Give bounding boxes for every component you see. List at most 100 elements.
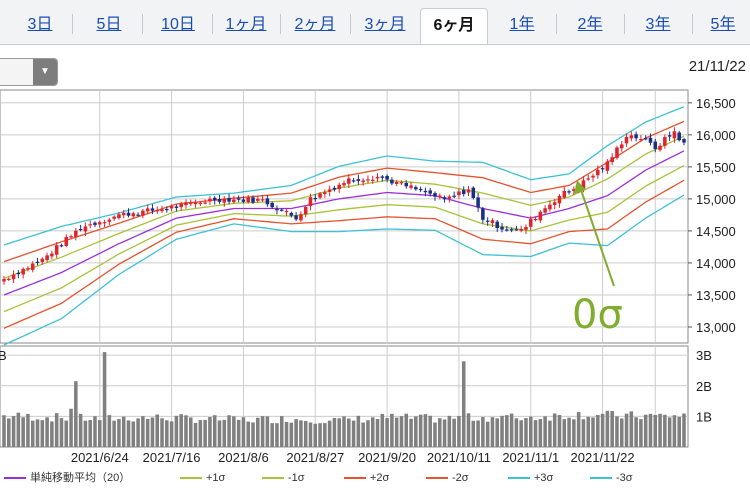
tab-5-days[interactable]: 5日 — [96, 16, 122, 33]
volume-bar — [615, 416, 619, 447]
candle-body — [102, 222, 107, 224]
volume-bar — [337, 418, 341, 447]
volume-bar — [179, 414, 183, 447]
date-tick-label: 2021/8/27 — [286, 450, 344, 465]
minus-2-sigma-line — [3, 179, 685, 329]
tab-1-year[interactable]: 1年 — [509, 16, 535, 33]
candle-body — [126, 212, 131, 216]
plus-2-sigma-line — [3, 120, 685, 263]
tab-1-month[interactable]: 1ヶ月 — [225, 16, 267, 33]
volume-bar — [375, 419, 380, 447]
volume-bar — [643, 414, 648, 447]
volume-bar — [380, 413, 385, 447]
tab-2-years[interactable]: 2年 — [577, 16, 603, 33]
candle-body — [648, 137, 653, 143]
volume-bar — [634, 417, 638, 447]
candle-body — [289, 212, 294, 216]
volume-bar — [442, 419, 447, 447]
price-tick-label: 15,000 — [696, 192, 736, 207]
candle-body — [275, 209, 279, 211]
volume-bar — [500, 415, 504, 447]
candle-body — [141, 210, 145, 216]
tab-3-months[interactable]: 3ヶ月 — [364, 16, 406, 33]
volume-bar — [399, 416, 404, 447]
volume-bar — [610, 411, 614, 447]
tab-separator — [280, 14, 281, 34]
candle-body — [212, 197, 217, 201]
legend-label: -3σ — [616, 472, 633, 484]
volume-bar — [672, 415, 677, 447]
indicator-select[interactable]: ▼ — [0, 58, 58, 86]
legend-plus-3-sigma: +3σ — [508, 470, 553, 486]
volume-bar — [7, 418, 11, 447]
volume-bar — [485, 421, 490, 447]
volume-bar — [40, 420, 45, 447]
candle-body — [658, 145, 662, 150]
candle-body — [150, 208, 155, 211]
tab-separator — [692, 14, 693, 34]
candle-body — [442, 197, 447, 200]
candle-body — [313, 197, 318, 200]
candle-body — [2, 279, 6, 282]
candle-body — [562, 190, 567, 198]
tab-10-days[interactable]: 10日 — [161, 16, 195, 33]
candle-body — [481, 208, 485, 220]
tab-3-years[interactable]: 3年 — [645, 16, 671, 33]
volume-bar — [30, 420, 35, 447]
moving-average-line — [3, 150, 685, 296]
volume-bar — [629, 411, 634, 447]
candle-body — [107, 219, 112, 222]
candle-body — [40, 258, 45, 262]
candle-body — [457, 191, 461, 196]
volume-bar — [11, 416, 16, 447]
candle-body — [136, 214, 140, 216]
candle-body — [30, 263, 35, 270]
volume-bar — [552, 413, 557, 447]
legend-swatch — [262, 477, 284, 480]
tab-3-days[interactable]: 3日 — [27, 16, 53, 33]
candle-body — [284, 210, 289, 213]
period-tabs: 3日 5日 10日 1ヶ月 2ヶ月 3ヶ月 6ヶ月 1年 2年 3年 5年 — [0, 0, 750, 45]
candle-body — [581, 180, 586, 189]
volume-bar — [217, 420, 222, 447]
last-date-label: 21/11/22 — [688, 58, 746, 75]
volume-bar — [26, 413, 30, 447]
candle-body — [318, 193, 322, 198]
triangle-down-icon[interactable]: ▼ — [33, 59, 57, 85]
candle-body — [538, 211, 543, 221]
candle-body — [35, 261, 40, 263]
candle-body — [131, 213, 136, 217]
volume-bar — [136, 418, 140, 447]
volume-bar — [323, 423, 327, 447]
tab-6-months[interactable]: 6ヶ月 — [420, 8, 488, 44]
tab-2-months[interactable]: 2ヶ月 — [294, 16, 336, 33]
volume-bar — [289, 422, 294, 447]
volume-bar — [222, 419, 227, 447]
candle-body — [279, 209, 284, 211]
tab-5-years[interactable]: 5年 — [710, 16, 736, 33]
candle-body — [45, 255, 49, 261]
candle-body — [356, 179, 361, 182]
volume-bar — [2, 415, 6, 447]
candle-body — [619, 144, 624, 149]
candle-body — [615, 147, 619, 158]
candle-body — [222, 198, 227, 203]
legend-label: 単純移動平均（20） — [30, 472, 131, 484]
price-tick-label: 14,000 — [696, 256, 736, 271]
volume-bar — [653, 415, 658, 447]
volume-bar — [131, 421, 136, 447]
price-tick-label: 13,000 — [696, 320, 736, 335]
volume-bar — [16, 412, 21, 447]
volume-bar — [505, 415, 509, 447]
volume-bar — [78, 413, 83, 447]
candle-body — [188, 202, 193, 204]
candle-body — [552, 202, 557, 206]
volume-bar — [356, 415, 361, 447]
volume-bar — [605, 410, 610, 447]
candle-body — [236, 198, 241, 200]
volume-bar — [461, 361, 466, 447]
candle-body — [586, 178, 591, 180]
candle-body — [217, 199, 222, 202]
candle-body — [270, 202, 274, 208]
candle-body — [533, 218, 538, 221]
